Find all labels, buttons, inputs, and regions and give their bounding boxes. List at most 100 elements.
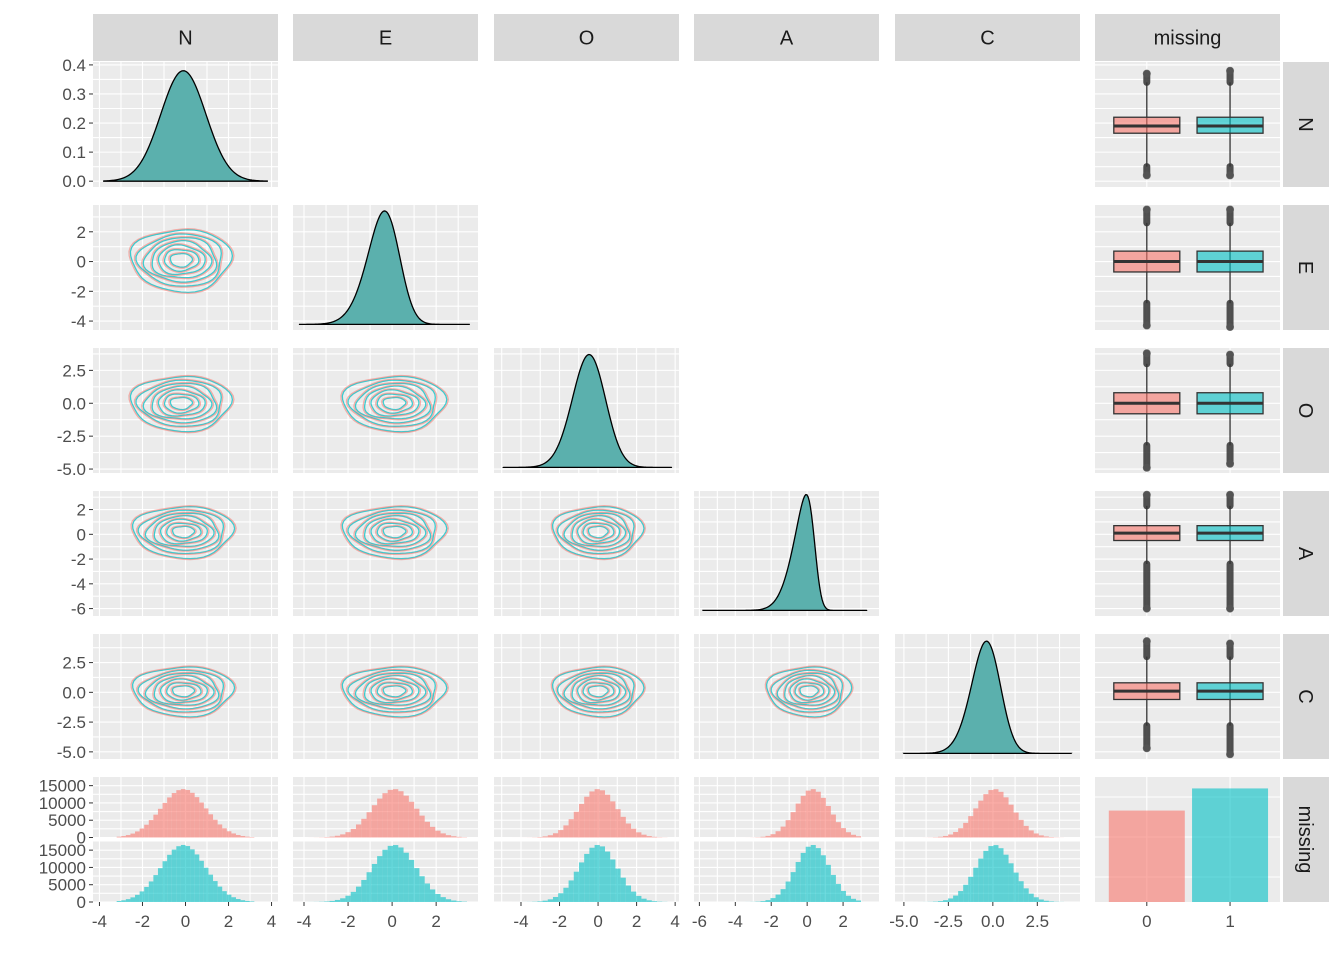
histogram-bar bbox=[775, 894, 781, 902]
histogram-bar bbox=[552, 896, 559, 902]
contour-line bbox=[550, 665, 646, 719]
contour-line bbox=[347, 669, 436, 713]
histogram-bar bbox=[568, 880, 574, 902]
histogram-bar bbox=[345, 832, 351, 838]
histogram-bar bbox=[610, 801, 616, 838]
histogram-bar bbox=[983, 794, 989, 838]
histogram-bar bbox=[856, 900, 862, 902]
histogram-bar bbox=[760, 836, 766, 838]
histogram-bar bbox=[130, 897, 136, 902]
column-strip-label: N bbox=[178, 28, 192, 50]
histogram-bar bbox=[599, 846, 605, 902]
x-axis-O: -4 -2 0 2 4 bbox=[513, 902, 680, 931]
contour-line bbox=[353, 671, 433, 711]
histogram-bar bbox=[121, 836, 126, 838]
histogram-bar bbox=[1033, 897, 1039, 902]
x-tick-label: 2.5 bbox=[1025, 912, 1049, 931]
histogram-bar bbox=[324, 901, 330, 902]
count-bar-1 bbox=[1192, 788, 1269, 902]
histogram-bar bbox=[403, 852, 409, 902]
contour-line bbox=[341, 505, 448, 560]
y-tick-label: 0.1 bbox=[62, 143, 86, 162]
histogram-bar bbox=[245, 900, 250, 902]
x-tick-label: 0 bbox=[1142, 912, 1151, 931]
contour-line bbox=[340, 505, 449, 561]
histogram-bar bbox=[213, 819, 218, 838]
contour-line bbox=[353, 381, 433, 425]
histogram-bar bbox=[208, 874, 214, 902]
contour-line bbox=[162, 247, 202, 274]
x-tick-label: -2.5 bbox=[934, 912, 963, 931]
histogram-bar bbox=[1003, 797, 1009, 838]
contour-line bbox=[363, 515, 427, 548]
contour-line bbox=[170, 684, 197, 699]
contour-line bbox=[159, 678, 208, 704]
histogram-group_0 bbox=[93, 777, 278, 839]
histogram-bar bbox=[245, 836, 250, 838]
y-tick-label: 0.3 bbox=[62, 85, 86, 104]
contour-line bbox=[142, 382, 218, 424]
histogram-bar bbox=[636, 832, 642, 838]
contour-line bbox=[347, 509, 436, 555]
contour-line bbox=[570, 514, 628, 548]
density-panel-O bbox=[494, 348, 679, 473]
boxplot-group_1 bbox=[1196, 205, 1264, 332]
histogram-bar bbox=[760, 901, 766, 902]
contour-line bbox=[382, 396, 407, 411]
contour-line bbox=[370, 518, 420, 545]
y-axis-N: 0.0 0.1 0.2 0.3 0.4 bbox=[62, 56, 93, 191]
histogram-bar bbox=[790, 812, 796, 838]
contour-line bbox=[340, 665, 449, 719]
contour-line bbox=[381, 684, 409, 699]
row-strip-bg bbox=[1283, 634, 1329, 759]
contour-line bbox=[353, 511, 433, 552]
histogram-bar bbox=[547, 835, 553, 838]
histogram-bar bbox=[636, 895, 642, 902]
histogram-bar bbox=[199, 860, 204, 902]
contour-line bbox=[153, 674, 215, 706]
contour-line bbox=[137, 509, 225, 555]
x-axis-E: -4 -2 0 2 bbox=[296, 902, 441, 931]
contour-line bbox=[770, 669, 844, 713]
contour-line bbox=[799, 685, 820, 698]
histogram-bar bbox=[329, 900, 335, 902]
contour-line bbox=[775, 671, 841, 711]
x-axis-A: -6 -4 -2 0 2 bbox=[692, 902, 848, 931]
histogram-bar bbox=[355, 824, 362, 838]
histogram-bar bbox=[222, 828, 227, 838]
outlier-point bbox=[1226, 639, 1235, 648]
contour-line bbox=[129, 375, 234, 433]
y-axis-O: -5.0 -2.5 0.0 2.5 bbox=[57, 361, 93, 479]
column-strip-bg bbox=[1095, 14, 1280, 61]
y-tick-label: 0 bbox=[77, 829, 86, 848]
boxplot-group_1 bbox=[1196, 66, 1264, 180]
contour-line bbox=[354, 672, 432, 710]
y-tick-label: 2 bbox=[77, 501, 86, 520]
histogram-bar bbox=[775, 831, 781, 838]
contour-line bbox=[159, 518, 208, 545]
histogram-bar bbox=[435, 830, 441, 838]
histogram-bar bbox=[190, 792, 195, 838]
histogram-bar bbox=[937, 901, 944, 902]
histogram-bar bbox=[329, 836, 335, 838]
histogram-bar bbox=[355, 886, 362, 902]
y-tick-label: 15000 bbox=[39, 777, 86, 796]
contour-line bbox=[363, 385, 427, 420]
x-tick-label: -6 bbox=[692, 912, 707, 931]
histogram-bar bbox=[594, 789, 600, 838]
histogram-bar bbox=[366, 812, 372, 838]
x-tick-label: -2 bbox=[135, 912, 150, 931]
row-strip-O: O bbox=[1283, 348, 1329, 473]
boxplot-group_1 bbox=[1196, 490, 1264, 613]
histogram-bar bbox=[361, 879, 367, 902]
histogram-bar bbox=[1038, 899, 1044, 902]
contour-line bbox=[581, 681, 616, 702]
contour-line bbox=[562, 511, 632, 552]
histogram-bar bbox=[840, 828, 846, 838]
histogram-bar bbox=[162, 802, 168, 838]
contour-line bbox=[152, 514, 217, 548]
histogram-bar bbox=[194, 797, 200, 838]
histogram-bar bbox=[408, 859, 415, 902]
histogram-bar bbox=[130, 833, 136, 838]
